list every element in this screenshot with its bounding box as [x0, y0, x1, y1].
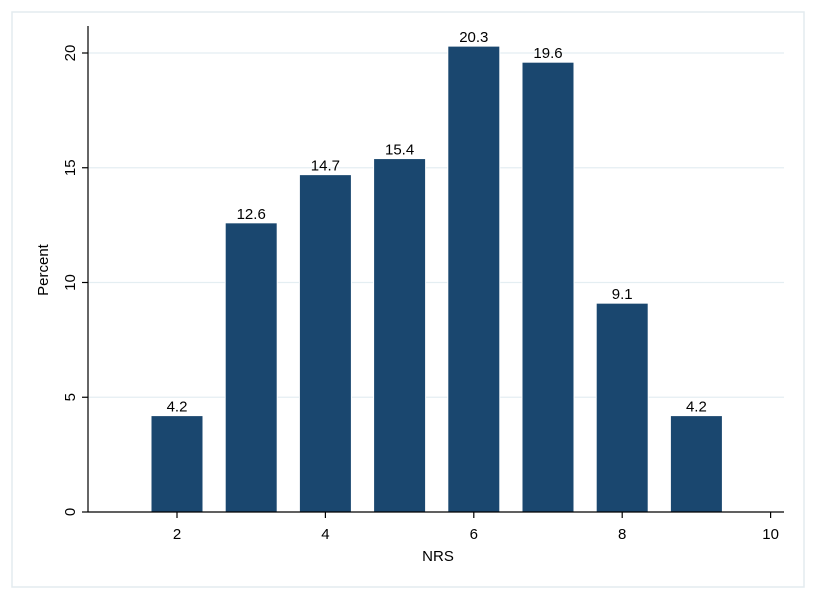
data-label-nrs-3: 12.6 [237, 206, 266, 223]
bar-nrs-8 [595, 302, 649, 513]
axes: 0 5 10 15 20 2 4 6 8 10 [62, 26, 784, 543]
y-tick-label-10: 10 [62, 274, 79, 291]
y-tick-label-0: 0 [62, 508, 79, 516]
x-tick-label-2: 2 [173, 526, 181, 543]
bar-nrs-6 [447, 45, 501, 513]
x-axis-title: NRS [422, 548, 454, 565]
data-label-nrs-9: 4.2 [686, 399, 707, 416]
data-label-nrs-5: 15.4 [385, 142, 414, 159]
bar-nrs-7 [521, 61, 575, 513]
x-tick-label-8: 8 [618, 526, 626, 543]
y-tick-label-5: 5 [62, 393, 79, 401]
bars [150, 45, 723, 513]
bar-nrs-9 [669, 415, 723, 513]
data-label-nrs-7: 19.6 [533, 45, 562, 62]
x-tick-label-6: 6 [470, 526, 478, 543]
y-tick-label-20: 20 [62, 45, 79, 62]
y-axis-title: Percent [35, 243, 52, 296]
data-label-nrs-6: 20.3 [459, 29, 488, 46]
data-label-nrs-4: 14.7 [311, 158, 340, 175]
y-tick-label-15: 15 [62, 159, 79, 176]
x-tick-label-4: 4 [321, 526, 329, 543]
bar-nrs-3 [224, 222, 278, 513]
data-label-nrs-2: 4.2 [167, 399, 188, 416]
gridlines [88, 52, 784, 398]
x-tick-label-10: 10 [762, 526, 779, 543]
bar-nrs-2 [150, 415, 204, 513]
bar-nrs-4 [298, 174, 352, 513]
data-labels: 4.2 12.6 14.7 15.4 20.3 19.6 9.1 4.2 [167, 29, 707, 415]
data-label-nrs-8: 9.1 [612, 286, 633, 303]
bar-nrs-5 [373, 158, 427, 513]
